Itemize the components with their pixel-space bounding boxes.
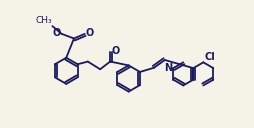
Text: O: O xyxy=(53,28,61,38)
Text: CH₃: CH₃ xyxy=(35,16,52,25)
Text: O: O xyxy=(112,46,120,56)
Text: N: N xyxy=(164,63,172,73)
Text: Cl: Cl xyxy=(204,52,215,62)
Text: O: O xyxy=(86,28,94,38)
